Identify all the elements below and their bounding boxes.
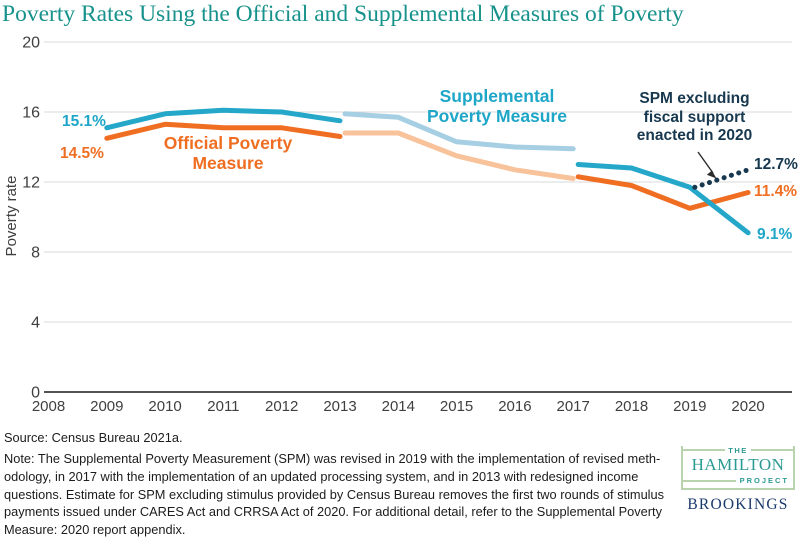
x-tick-label: 2016: [498, 398, 531, 415]
spm-2017-2020-line: [575, 162, 751, 236]
supplemental-poverty-measure-label: Supplemental Poverty Measure: [426, 86, 568, 127]
x-tick-label: 2020: [731, 398, 764, 415]
poverty-rates-line-chart: Poverty rate 0 4 8 12 16 20 2008 2009 2010 2011 20…: [3, 35, 792, 415]
gridlines-and-ticks: 0 4 8 12 16 20 2008 2009 2010 2011 2012 2013 2014 201…: [22, 35, 792, 415]
logo-rule-left: [683, 449, 726, 451]
x-tick-label: 2017: [557, 398, 590, 415]
spm-excluding-fiscal-support-label: SPM excluding fiscal support enacted in …: [636, 90, 753, 145]
y-tick-label: 4: [31, 315, 40, 332]
chart-title: Poverty Rates Using the Official and Sup…: [2, 1, 684, 27]
x-tick-label: 2011: [207, 398, 239, 415]
y-tick-label: 20: [22, 35, 40, 52]
logo-the: THE: [728, 445, 748, 455]
y-tick-label: 0: [31, 385, 40, 402]
opm-2017-2020-line: [575, 174, 751, 211]
logo-hamilton: HAMILTON: [691, 455, 785, 474]
y-tick-label: 16: [22, 105, 40, 122]
x-tick-label: 2012: [265, 398, 298, 415]
x-tick-label: 2013: [323, 398, 356, 415]
opm-2013-2017-line: [342, 130, 576, 181]
spm-2009-2013-line: [104, 107, 343, 131]
x-tick-label: 2010: [148, 398, 181, 415]
x-tick-label: 2019: [673, 398, 706, 415]
opm-2009-2013-line: [104, 121, 343, 141]
x-tick-label: 2014: [382, 398, 415, 415]
logo-rule-project: [683, 479, 736, 482]
hamilton-project-brookings-logo: THE HAMILTON PROJECT BROOKINGS: [681, 446, 795, 514]
annotation-arrow: [697, 151, 717, 179]
opm-2020-value-label: 11.4%: [754, 183, 798, 200]
official-poverty-measure-label: Official Poverty Measure: [163, 133, 293, 174]
hamilton-logo-box: THE HAMILTON PROJECT: [681, 446, 795, 490]
spm-excl-2020-value-label: 12.7%: [754, 156, 798, 173]
y-tick-label: 8: [31, 245, 40, 262]
x-tick-label: 2015: [440, 398, 473, 415]
spm-excluding-fiscal-support-line: [692, 167, 751, 190]
data-series: [104, 107, 751, 236]
y-tick-label: 12: [22, 175, 40, 192]
y-axis-title: Poverty rate: [3, 176, 20, 257]
x-tick-label: 2018: [615, 398, 648, 415]
spm-2009-value-label: 15.1%: [62, 113, 106, 130]
note-text: Note: The Supplemental Poverty Measureme…: [4, 451, 665, 538]
logo-project: PROJECT: [739, 476, 789, 485]
spm-2013-2017-line: [342, 111, 576, 152]
brookings-wordmark: BROOKINGS: [687, 496, 789, 513]
source-text: Source: Census Bureau 2021a.: [4, 430, 183, 445]
spm-2020-value-label: 9.1%: [757, 226, 793, 243]
opm-2009-value-label: 14.5%: [60, 145, 104, 162]
x-tick-label: 2008: [32, 398, 65, 415]
x-tick-label: 2009: [90, 398, 123, 415]
logo-rule-right: [750, 449, 793, 451]
